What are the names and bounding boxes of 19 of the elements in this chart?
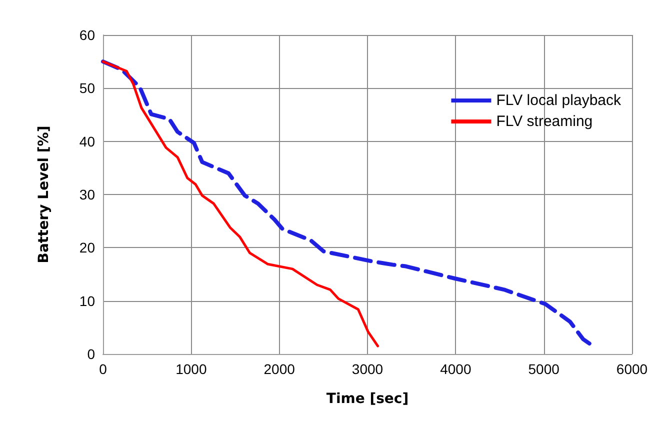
x-tick-label: 5000 bbox=[528, 361, 560, 377]
x-tick-label: 6000 bbox=[616, 361, 648, 377]
x-tick-label: 2000 bbox=[264, 361, 296, 377]
x-tick-label: 1000 bbox=[176, 361, 207, 377]
x-tick-label: 4000 bbox=[440, 361, 472, 377]
y-axis-title: Battery Level [%] bbox=[36, 126, 52, 264]
x-axis-title: Time [sec] bbox=[326, 391, 409, 407]
y-tick-label: 20 bbox=[79, 240, 96, 256]
legend-label: FLV streaming bbox=[496, 113, 593, 130]
y-tick-label: 30 bbox=[79, 186, 96, 202]
y-tick-label: 0 bbox=[87, 346, 96, 362]
line-series bbox=[102, 60, 380, 348]
y-tick-label: 40 bbox=[79, 133, 96, 150]
x-tick-label: 3000 bbox=[352, 361, 384, 377]
y-tick-label: 60 bbox=[79, 27, 96, 43]
y-tick-label: 50 bbox=[79, 80, 96, 96]
legend-label: FLV local playback bbox=[496, 92, 622, 109]
x-tick-label: 0 bbox=[99, 361, 108, 377]
y-tick-label: 10 bbox=[79, 292, 96, 309]
